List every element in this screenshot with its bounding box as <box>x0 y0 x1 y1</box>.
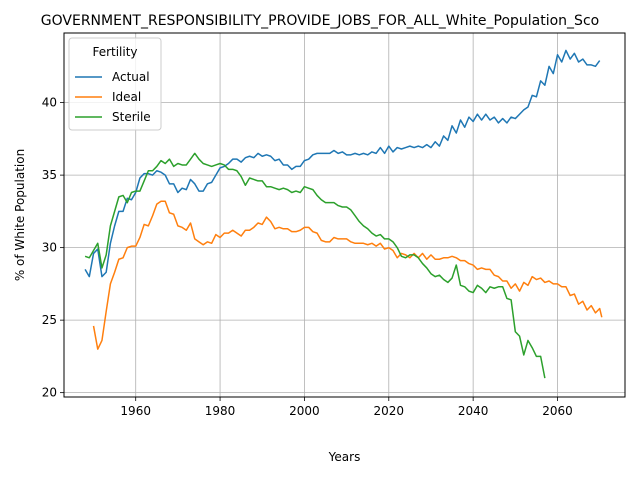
y-tick-label: 20 <box>42 386 57 400</box>
legend-label-ideal: Ideal <box>112 90 141 104</box>
series-lines <box>84 49 603 379</box>
x-tick-label: 1980 <box>205 404 236 418</box>
y-tick-label: 25 <box>42 313 57 327</box>
x-tick-label: 2060 <box>542 404 573 418</box>
y-tick-label: 30 <box>42 241 57 255</box>
plot-frame <box>63 32 626 398</box>
y-axis-label: % of White Population <box>13 149 27 281</box>
series-line-sterile <box>84 152 546 379</box>
x-tick-label: 1960 <box>120 404 151 418</box>
y-tick-label: 35 <box>42 168 57 182</box>
legend-label-sterile: Sterile <box>112 110 151 124</box>
y-tick-label: 40 <box>42 96 57 110</box>
legend-box <box>68 37 162 131</box>
series-line-ideal <box>92 200 603 350</box>
y-axis-ticks: 20 25 30 35 40 <box>42 96 64 400</box>
x-tick-label: 2000 <box>289 404 320 418</box>
x-tick-label: 2020 <box>374 404 405 418</box>
legend: Fertility Actual Ideal Sterile <box>68 37 162 131</box>
x-axis-ticks: 1960 1980 2000 2020 2040 2060 <box>120 397 573 418</box>
x-tick-label: 2040 <box>458 404 489 418</box>
grid <box>64 33 625 397</box>
legend-label-actual: Actual <box>112 70 150 84</box>
x-axis-label: Years <box>328 450 361 464</box>
series-line-actual <box>84 49 601 278</box>
legend-title: Fertility <box>92 45 137 59</box>
chart-title: GOVERNMENT_RESPONSIBILITY_PROVIDE_JOBS_F… <box>41 13 599 29</box>
